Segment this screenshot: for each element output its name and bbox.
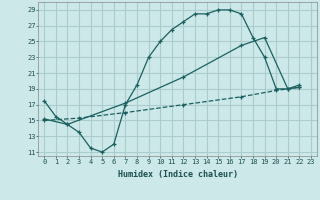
- X-axis label: Humidex (Indice chaleur): Humidex (Indice chaleur): [118, 170, 238, 179]
